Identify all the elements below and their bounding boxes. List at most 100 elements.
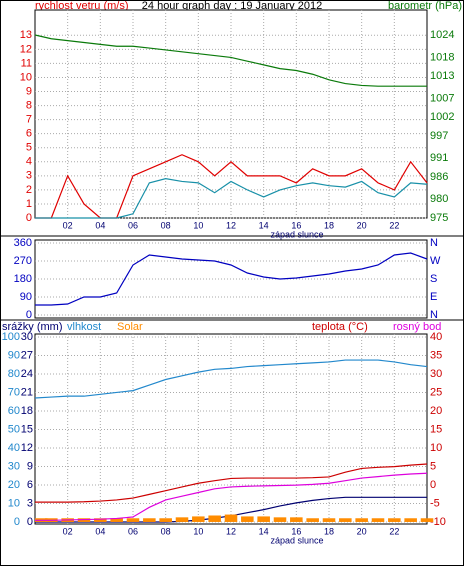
y2-tick-label: 1018 (430, 51, 454, 63)
plot-area (34, 9, 428, 219)
y-tick-label: 80 (8, 368, 20, 380)
y2-tick-label: 25 (430, 386, 442, 398)
solar-bar (241, 516, 254, 522)
x-tick-label: 22 (389, 220, 399, 230)
chart-title: 24 hour graph day : 19 January 2012 (142, 0, 322, 12)
x-tick-label: 14 (259, 220, 269, 230)
solar-bar (339, 518, 352, 522)
y-tick-label: 180 (14, 273, 32, 285)
y2-tick-label: 1002 (430, 111, 454, 123)
x-tick-label: 18 (324, 526, 334, 536)
solar-bar (175, 517, 189, 522)
y2-tick-label: S (430, 273, 437, 285)
solar-bar (159, 518, 172, 522)
x-tick-label: 20 (357, 526, 367, 536)
solar-bar (143, 518, 156, 522)
y2-tick-label: 10 (430, 442, 442, 454)
y3-tick-label: 9 (27, 460, 33, 472)
x-tick-label: 20 (357, 220, 367, 230)
y-tick-label: 11 (21, 57, 32, 69)
y-tick-label: 0 (26, 309, 32, 321)
solar-bar (192, 516, 205, 522)
x-tick-label: 14 (259, 526, 269, 536)
y-tick-label: 360 (14, 237, 32, 249)
solar-bar (224, 514, 238, 522)
y-tick-label: 90 (20, 291, 32, 303)
y-tick-label: 10 (8, 497, 20, 509)
y2-tick-label: 40 (430, 331, 442, 343)
y3-tick-label: 6 (27, 479, 33, 491)
x-tick-label: 16 (291, 220, 301, 230)
y2-tick-label: 0 (430, 479, 436, 491)
y2-axis-label: barometr (hPa) (388, 0, 462, 12)
y2-tick-label: 15 (430, 423, 442, 435)
y-axis-label: rychlost vetru (m/s) (35, 0, 129, 12)
y2-tick-label: W (430, 255, 441, 267)
y-tick-label: 70 (8, 386, 20, 398)
y-tick-label: 270 (14, 255, 32, 267)
series-line (34, 359, 428, 399)
y-tick-label: 50 (8, 423, 20, 435)
solar-bar (355, 518, 368, 522)
series-line (35, 463, 428, 503)
y-tick-label: 20 (8, 479, 20, 491)
y-tick-label: 10 (20, 71, 32, 83)
y-tick-label: 5 (26, 142, 32, 154)
series-line (35, 252, 428, 306)
y3-tick-label: 15 (21, 423, 33, 435)
x-tick-label: 10 (193, 526, 203, 536)
series-line (34, 34, 427, 87)
annotation: západ slunce (270, 229, 323, 239)
y-tick-label: 4 (26, 156, 32, 168)
y-tick-label: 9 (26, 85, 32, 97)
y2-tick-label: N (430, 309, 438, 321)
y-tick-label: 12 (20, 43, 32, 55)
solar-bar (110, 518, 123, 522)
y3-tick-label: 18 (21, 405, 33, 417)
y2-tick-label: E (430, 291, 437, 303)
y2-tick-label: 980 (430, 193, 448, 205)
y3-tick-label: 12 (21, 442, 33, 454)
solar-bar (257, 516, 270, 522)
y3-tick-label: 0 (27, 516, 33, 528)
x-tick-label: 16 (291, 526, 301, 536)
y2-tick-label: N (430, 237, 438, 249)
x-tick-label: 06 (128, 220, 138, 230)
y2-tick-label: 5 (430, 460, 436, 472)
y2-tick-label: -5 (430, 498, 440, 510)
solar-bar (404, 518, 417, 522)
y-tick-label: 0 (26, 212, 32, 224)
y3-tick-label: 27 (21, 349, 33, 361)
y-tick-label: 40 (8, 442, 20, 454)
y2-tick-label: 1007 (430, 92, 454, 104)
legend-entry: srážky (mm) (2, 321, 63, 333)
y2-tick-label: 35 (430, 349, 442, 361)
y3-tick-label: 30 (21, 331, 33, 343)
x-tick-label: 18 (324, 220, 334, 230)
y-tick-label: 8 (26, 99, 32, 111)
y2-tick-label: 20 (430, 405, 442, 417)
y-tick-label: 2 (26, 184, 32, 196)
solar-bar (420, 518, 434, 522)
x-tick-label: 04 (95, 526, 105, 536)
legend-entry: rosný bod (393, 321, 441, 333)
y-tick-label: 6 (26, 128, 32, 140)
x-tick-label: 12 (226, 220, 236, 230)
solar-bar (322, 518, 336, 522)
x-tick-label: 02 (63, 220, 73, 230)
y2-tick-label: 975 (430, 212, 448, 224)
y3-tick-label: 21 (21, 386, 33, 398)
series-line (35, 472, 428, 521)
y2-tick-label: 30 (430, 368, 442, 380)
solar-bar (126, 518, 140, 522)
x-tick-label: 06 (128, 526, 138, 536)
y2-tick-label: -10 (430, 516, 446, 528)
y-tick-label: 100 (2, 331, 20, 343)
x-tick-label: 12 (226, 526, 236, 536)
y2-tick-label: 1024 (430, 29, 454, 41)
legend-entry: vlhkost (67, 321, 101, 333)
solar-bar (388, 518, 401, 522)
x-tick-label: 08 (161, 526, 171, 536)
y-tick-label: 1 (26, 198, 32, 210)
